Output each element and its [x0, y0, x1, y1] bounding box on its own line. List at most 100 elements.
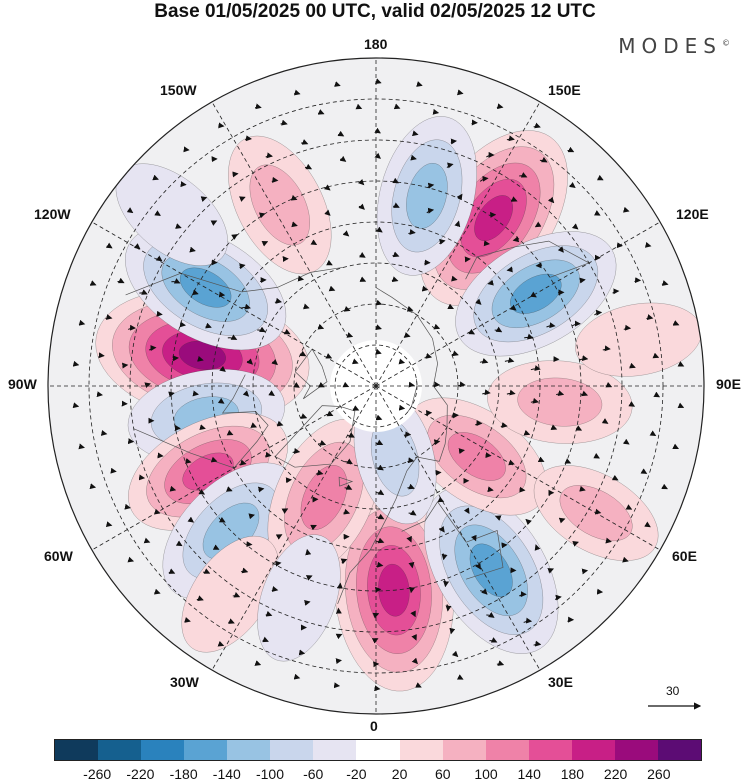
wind-arrow	[265, 152, 273, 159]
wind-arrow	[324, 184, 331, 191]
wind-arrow	[479, 175, 489, 182]
wind-arrow	[231, 234, 238, 240]
wind-arrow	[372, 612, 380, 619]
wind-arrow	[276, 420, 284, 427]
wind-arrow	[359, 252, 366, 258]
wind-arrow	[317, 109, 325, 115]
wind-arrow	[482, 389, 491, 396]
wind-arrow	[392, 177, 399, 184]
wind-arrow	[310, 524, 317, 531]
wind-arrow	[575, 425, 583, 431]
wind-arrow	[550, 424, 558, 430]
coastline-layer	[125, 240, 590, 605]
wind-arrow	[612, 288, 620, 295]
wind-arrow	[96, 391, 103, 398]
colorbar-tick-label: -60	[303, 766, 324, 782]
wind-arrow	[282, 255, 289, 262]
wind-arrow	[579, 355, 589, 362]
wind-arrow	[530, 291, 537, 298]
colorbar-tick-label: 180	[560, 766, 585, 782]
colorbar	[54, 739, 702, 761]
wind-arrow	[518, 591, 527, 598]
wind-arrow	[432, 108, 440, 115]
wind-arrow	[500, 422, 508, 428]
colorbar-tick-label: -260	[83, 766, 112, 782]
wind-arrow	[572, 541, 579, 547]
wind-arrow	[408, 229, 416, 235]
wind-arrow	[357, 178, 365, 186]
wind-arrow	[451, 650, 459, 658]
wind-arrow	[315, 469, 324, 476]
wind-arrow	[154, 210, 161, 216]
wind-arrow	[567, 146, 575, 153]
wind-arrow	[343, 305, 351, 312]
wind-arrow	[344, 484, 353, 490]
wind-arrow	[443, 579, 450, 588]
wind-arrow	[179, 321, 186, 328]
wind-arrow	[677, 361, 685, 367]
wind-arrow	[310, 239, 318, 246]
wind-arrow	[347, 432, 355, 438]
lon-label-30e: 30E	[548, 674, 573, 690]
colorbar-tick-label: -140	[212, 766, 241, 782]
wind-arrow	[496, 103, 504, 110]
wind-arrow	[479, 358, 489, 364]
colorbar-tick-label: 20	[391, 766, 408, 782]
wind-arrow	[328, 285, 336, 292]
wind-arrow	[375, 489, 385, 496]
wind-arrow	[78, 319, 86, 326]
colorbar-bin	[141, 740, 185, 760]
colorbar-tick-label: 220	[603, 766, 628, 782]
wind-arrow	[335, 658, 342, 665]
wind-arrow	[408, 509, 417, 516]
wind-arrow	[649, 430, 657, 437]
lon-label-150e: 150E	[548, 82, 581, 98]
wind-arrow	[196, 595, 204, 601]
wind-arrow	[644, 521, 651, 528]
wind-arrow	[530, 397, 539, 404]
wind-arrow	[425, 352, 433, 359]
wind-arrow	[450, 138, 457, 145]
wind-arrow	[257, 486, 265, 493]
wind-arrow	[210, 259, 218, 266]
wind-arrow	[480, 588, 488, 595]
wind-arrow	[228, 618, 235, 624]
colorbar-bin	[356, 740, 400, 760]
wind-arrow	[200, 196, 208, 202]
wind-arrow	[261, 240, 269, 247]
wind-arrow	[471, 119, 478, 126]
wind-arrow	[407, 457, 415, 464]
wind-arrow	[486, 151, 495, 158]
wind-arrow	[494, 326, 503, 333]
wind-arrow	[265, 610, 273, 617]
wind-arrow	[271, 358, 278, 366]
wind-arrow	[487, 279, 494, 286]
wind-arrow	[271, 176, 279, 183]
wind-arrow	[634, 277, 642, 284]
wind-arrow	[458, 448, 465, 455]
wind-arrow	[300, 624, 307, 631]
wind-arrow	[558, 517, 566, 524]
wind-arrow	[510, 304, 517, 311]
wind-arrow	[524, 333, 534, 340]
wind-arrow	[468, 328, 476, 335]
wind-arrow	[557, 246, 564, 253]
wind-arrow	[244, 135, 252, 142]
wind-arrow	[212, 544, 220, 550]
wind-arrow	[404, 431, 412, 438]
wind-arrow	[217, 640, 225, 647]
wind-arrow	[232, 592, 241, 598]
wind-arrow	[138, 474, 146, 481]
wind-arrow	[593, 210, 601, 216]
wind-arrow	[290, 194, 298, 201]
wind-arrow	[625, 504, 633, 510]
wind-arrow	[187, 516, 195, 523]
wind-arrow	[298, 649, 306, 656]
wind-arrow	[411, 634, 417, 641]
anomaly-center	[424, 486, 559, 654]
wind-arrow	[254, 103, 262, 110]
colorbar-tick-label: 260	[647, 766, 671, 782]
wind-arrow	[299, 350, 307, 357]
wind-arrow	[537, 456, 545, 462]
wind-arrow	[623, 324, 632, 331]
